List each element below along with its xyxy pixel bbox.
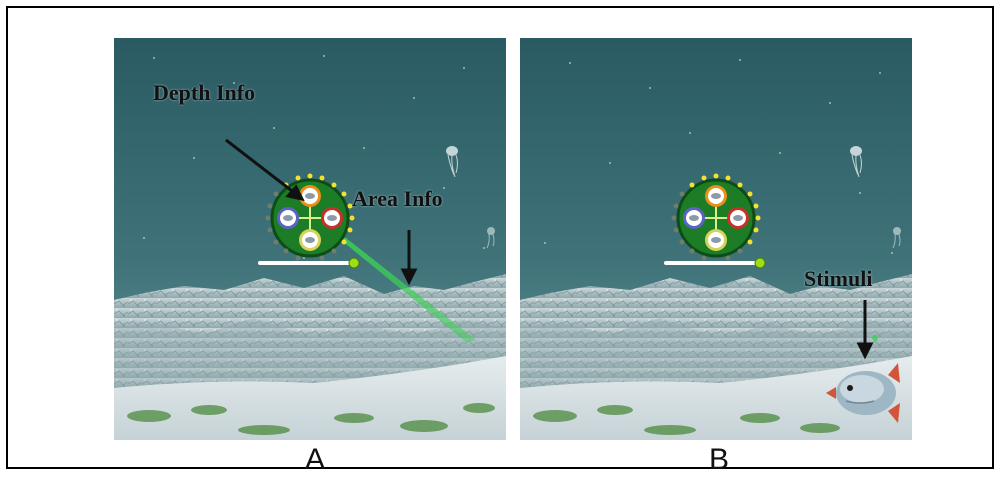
- scene-panel-b: [520, 38, 912, 440]
- figure-frame: Depth Info Area Info Stimuli A B: [6, 6, 994, 476]
- fish-icon-left: [683, 207, 705, 229]
- panel-label-a: A: [304, 443, 325, 476]
- water-particles: [143, 55, 485, 259]
- depth-hud-widget: [671, 173, 761, 261]
- fish-icon-bottom: [299, 229, 321, 251]
- fish-icon-top: [299, 185, 321, 207]
- area-info-label: Area Info: [352, 186, 443, 211]
- depth-info-label: Depth Info: [153, 80, 256, 105]
- depth-slider: [258, 257, 360, 269]
- area-pointer-beam: [336, 236, 476, 342]
- fish-icon-left: [277, 207, 299, 229]
- underwater-scene-b: [520, 38, 912, 440]
- depth-hud-widget: [265, 173, 355, 261]
- seaweed-patches: [127, 403, 495, 435]
- stimuli-label: Stimuli: [804, 266, 873, 291]
- underwater-scene-a: [114, 38, 506, 440]
- depth-slider: [664, 257, 766, 269]
- seabed: [520, 356, 912, 440]
- water-particles: [544, 59, 893, 264]
- annotation-arrows: [856, 300, 874, 360]
- seabed: [114, 356, 506, 440]
- fish-icon-bottom: [705, 229, 727, 251]
- fish-icon-right: [321, 207, 343, 229]
- jellyfish: [446, 146, 495, 249]
- annotation-arrows: [225, 138, 418, 286]
- fish-icon-top: [705, 185, 727, 207]
- fish-icon-right: [727, 207, 749, 229]
- seaweed-patches: [533, 405, 840, 435]
- jellyfish: [850, 146, 901, 249]
- panel-label-b: B: [708, 443, 729, 476]
- sunfish-stimulus: [826, 363, 900, 423]
- scene-panel-a: [114, 38, 506, 440]
